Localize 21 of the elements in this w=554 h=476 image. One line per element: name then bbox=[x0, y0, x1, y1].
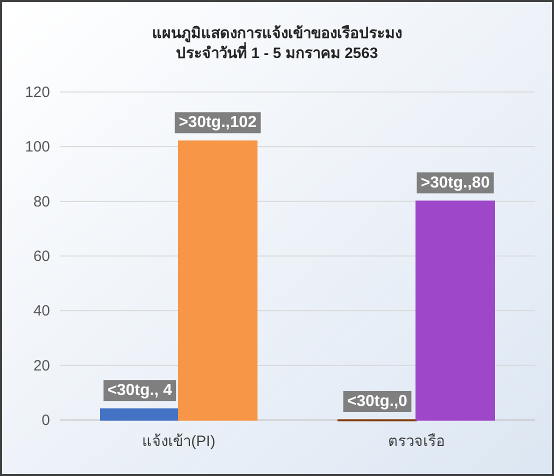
series-label: >30tg. bbox=[178, 114, 226, 132]
data-label: , 4 bbox=[154, 382, 172, 400]
data-label: ,0 bbox=[394, 393, 408, 410]
series-label: <30tg. bbox=[108, 382, 154, 400]
x-tick-label: แจ้งเข้า(PI) bbox=[142, 433, 216, 450]
y-tick-label: 20 bbox=[33, 357, 50, 374]
x-tick-label: ตรวจเรือ bbox=[388, 433, 445, 450]
bar bbox=[178, 140, 258, 421]
chart-title: แผนภูมิแสดงการแจ้งเข้าของเรือประมง ประจำวันที่ 1 - 5 มกราคม 2563 bbox=[152, 24, 402, 62]
y-tick-label: 60 bbox=[33, 248, 50, 265]
y-tick-label: 120 bbox=[24, 84, 50, 101]
y-tick-label: 100 bbox=[24, 138, 50, 156]
bar bbox=[416, 200, 495, 421]
text: >30tg. bbox=[420, 174, 468, 192]
y-tick-label: 40 bbox=[33, 302, 50, 320]
y-tick-label: 0 bbox=[42, 412, 50, 429]
bar bbox=[100, 408, 180, 421]
data-label: ,80 bbox=[467, 174, 490, 192]
text: <30tg. bbox=[347, 393, 394, 410]
data-label: ,102 bbox=[226, 114, 257, 132]
y-tick-label: 80 bbox=[33, 193, 50, 210]
